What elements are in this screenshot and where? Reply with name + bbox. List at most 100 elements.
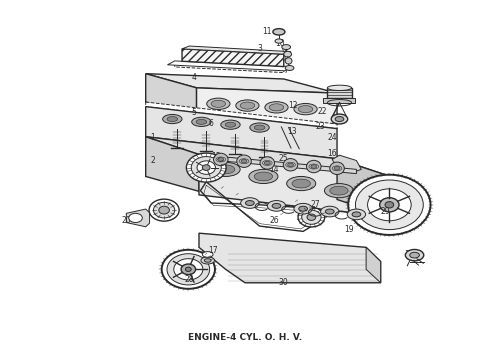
Text: 5: 5 — [192, 108, 196, 117]
Text: 32: 32 — [405, 250, 415, 259]
Polygon shape — [146, 74, 196, 117]
Ellipse shape — [368, 189, 411, 221]
Ellipse shape — [275, 39, 283, 43]
Polygon shape — [126, 209, 149, 227]
Text: 19: 19 — [344, 225, 354, 234]
Ellipse shape — [185, 267, 191, 271]
Text: 2: 2 — [150, 156, 155, 165]
Ellipse shape — [380, 198, 399, 212]
Ellipse shape — [410, 252, 419, 258]
Ellipse shape — [294, 103, 317, 115]
Ellipse shape — [405, 249, 424, 261]
Text: 21: 21 — [332, 94, 342, 103]
Polygon shape — [199, 154, 391, 217]
Text: 4: 4 — [192, 73, 196, 82]
Ellipse shape — [298, 207, 325, 227]
Polygon shape — [332, 155, 361, 173]
Ellipse shape — [294, 203, 312, 214]
Polygon shape — [366, 247, 381, 283]
Text: 1: 1 — [150, 133, 155, 142]
Ellipse shape — [211, 100, 225, 107]
Ellipse shape — [355, 180, 423, 230]
Ellipse shape — [272, 203, 281, 208]
Ellipse shape — [285, 66, 294, 71]
Ellipse shape — [287, 176, 316, 191]
Text: 25: 25 — [279, 154, 289, 163]
Polygon shape — [146, 137, 391, 176]
Ellipse shape — [250, 123, 269, 132]
Ellipse shape — [217, 165, 235, 174]
Text: 22: 22 — [318, 107, 327, 116]
Ellipse shape — [159, 206, 170, 214]
Ellipse shape — [302, 210, 321, 224]
Ellipse shape — [204, 259, 211, 262]
Polygon shape — [337, 159, 391, 217]
Text: 10: 10 — [275, 39, 285, 48]
Ellipse shape — [129, 213, 142, 222]
Ellipse shape — [202, 165, 210, 170]
Polygon shape — [327, 88, 352, 98]
Ellipse shape — [218, 158, 223, 161]
Ellipse shape — [324, 184, 353, 198]
Polygon shape — [196, 88, 337, 124]
Polygon shape — [323, 99, 355, 103]
Ellipse shape — [334, 167, 340, 170]
Text: 17: 17 — [209, 246, 219, 255]
Polygon shape — [168, 61, 291, 71]
Text: 18: 18 — [163, 207, 172, 216]
Text: 26: 26 — [269, 216, 279, 225]
Ellipse shape — [211, 162, 240, 176]
Ellipse shape — [254, 172, 272, 181]
Ellipse shape — [335, 117, 344, 122]
Ellipse shape — [265, 161, 270, 165]
Polygon shape — [146, 107, 337, 159]
Ellipse shape — [162, 250, 215, 289]
Ellipse shape — [202, 252, 213, 257]
Polygon shape — [146, 137, 199, 192]
Ellipse shape — [196, 120, 207, 124]
Ellipse shape — [267, 201, 286, 211]
Polygon shape — [146, 102, 337, 129]
Ellipse shape — [282, 45, 291, 50]
Ellipse shape — [352, 212, 361, 217]
Text: 23: 23 — [315, 122, 325, 131]
Ellipse shape — [245, 201, 254, 206]
Text: 29: 29 — [381, 207, 391, 216]
Polygon shape — [182, 49, 284, 67]
Text: 6: 6 — [209, 119, 214, 128]
Ellipse shape — [311, 165, 317, 168]
Ellipse shape — [385, 202, 394, 208]
Ellipse shape — [307, 214, 316, 220]
Text: 27: 27 — [311, 200, 320, 209]
Polygon shape — [182, 46, 291, 54]
Text: 16: 16 — [327, 149, 337, 158]
Ellipse shape — [221, 120, 240, 129]
Ellipse shape — [181, 264, 196, 275]
Text: 9: 9 — [281, 47, 286, 56]
Ellipse shape — [191, 157, 221, 179]
Text: ENGINE-4 CYL. O. H. V.: ENGINE-4 CYL. O. H. V. — [188, 333, 302, 342]
Ellipse shape — [214, 153, 228, 166]
Text: 20: 20 — [122, 216, 131, 225]
Polygon shape — [146, 74, 337, 93]
Text: 15: 15 — [211, 153, 221, 162]
Ellipse shape — [237, 155, 251, 167]
Ellipse shape — [273, 29, 285, 35]
Ellipse shape — [254, 125, 265, 130]
Ellipse shape — [320, 206, 339, 217]
Ellipse shape — [207, 98, 230, 109]
Ellipse shape — [163, 114, 182, 123]
Ellipse shape — [283, 158, 298, 171]
Ellipse shape — [192, 117, 211, 126]
Text: 24: 24 — [327, 133, 337, 142]
Ellipse shape — [174, 259, 203, 280]
Ellipse shape — [153, 202, 175, 218]
Polygon shape — [199, 233, 381, 283]
Ellipse shape — [307, 160, 321, 173]
Ellipse shape — [241, 159, 247, 163]
Ellipse shape — [240, 102, 255, 109]
Ellipse shape — [292, 179, 310, 188]
Ellipse shape — [167, 117, 178, 122]
Ellipse shape — [167, 254, 210, 285]
Polygon shape — [206, 155, 356, 174]
